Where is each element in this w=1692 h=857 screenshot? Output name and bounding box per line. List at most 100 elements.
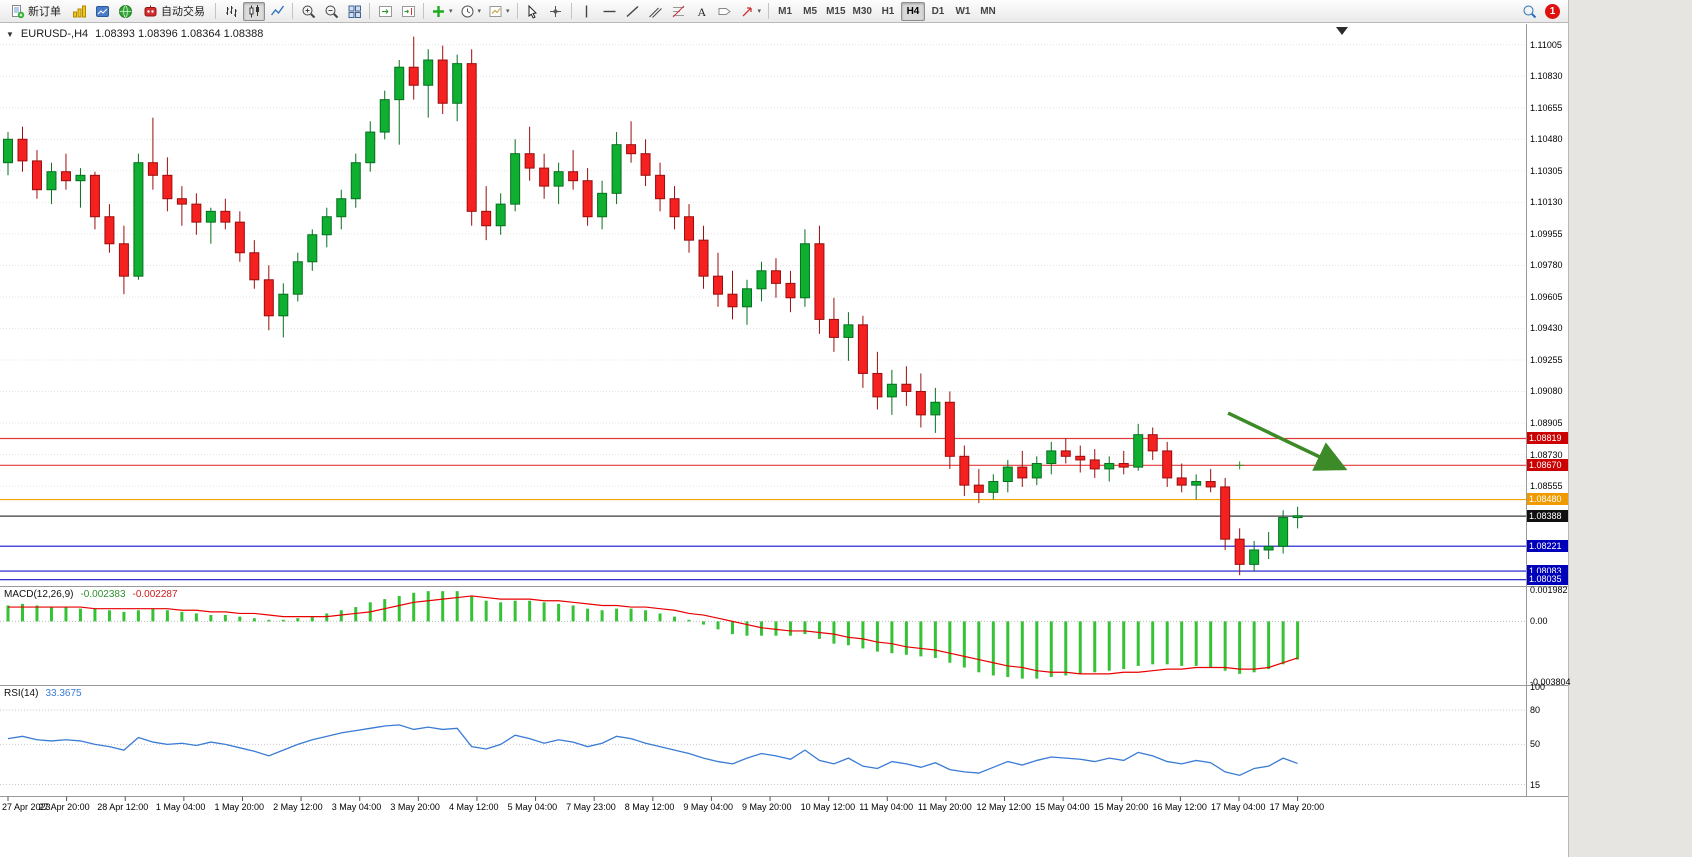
toolbar-separator <box>215 3 216 19</box>
timeframe-h4-button[interactable]: H4 <box>900 1 925 21</box>
time-axis-label: 11 May 04:00 <box>859 802 914 812</box>
new-order-label: 新订单 <box>28 6 61 18</box>
time-axis-label: 4 May 12:00 <box>448 802 499 812</box>
text-icon: A <box>698 5 707 19</box>
indicators-button[interactable]: ▾ <box>428 2 456 21</box>
macd-signal-line <box>8 595 1298 675</box>
price-axis-label: 1.08905 <box>1530 417 1563 428</box>
cursor-button[interactable] <box>522 2 544 21</box>
toolbar-separator <box>369 3 370 19</box>
price-grid <box>0 44 1526 487</box>
arrows-tool-button[interactable]: ▾ <box>737 2 765 21</box>
time-axis-label: 17 May 04:00 <box>1210 802 1266 812</box>
tile-windows-button[interactable] <box>343 2 365 21</box>
auto-scroll-button[interactable] <box>374 2 396 21</box>
line-chart-mode-button[interactable] <box>266 2 288 21</box>
one-click-trading-toggle[interactable]: ▼ <box>6 29 14 39</box>
price-axis-label: 1.10830 <box>1530 71 1563 82</box>
algo-trading-label: 自动交易 <box>161 6 205 18</box>
price-axis-label: 1.09605 <box>1530 291 1563 302</box>
timeframe-d1-button[interactable]: D1 <box>931 5 945 17</box>
timeframe-m30-button[interactable]: M30 <box>852 5 872 17</box>
notification-badge[interactable]: 1 <box>1545 3 1560 19</box>
macd-axis-label: 0.00 <box>1530 616 1548 627</box>
price-badge-resistance-upper: 1.08819 <box>1527 431 1568 444</box>
toolbar-separator <box>423 3 424 19</box>
price-axis-label: 1.09255 <box>1530 354 1563 365</box>
timeframe-m15-button[interactable]: M15 <box>826 5 846 17</box>
timeframe-h1-button[interactable]: H1 <box>881 5 895 17</box>
horizontal-line-tool-button[interactable] <box>599 2 621 21</box>
chart-shift-button[interactable] <box>397 2 419 21</box>
trend-arrow-annotation[interactable] <box>1227 411 1348 471</box>
price-axis-label: 1.08730 <box>1530 449 1563 460</box>
zoom-out-button[interactable] <box>320 2 342 21</box>
macd-axis-label: -0.003804 <box>1530 676 1571 687</box>
new-chart-button[interactable] <box>68 2 90 21</box>
fibonacci-tool-button[interactable] <box>668 2 690 21</box>
templates-dropdown-arrow[interactable]: ▾ <box>506 8 510 15</box>
rsi-axis-label: 100 <box>1530 682 1546 692</box>
desktop-background <box>1568 0 1692 857</box>
time-axis-label: 3 May 20:00 <box>390 802 440 812</box>
time-axis-label: 7 May 23:00 <box>566 802 616 812</box>
indicators-plus-icon <box>433 5 444 17</box>
macd-name: MACD(12,26,9) <box>4 589 74 600</box>
text-tool-button[interactable]: A <box>691 2 713 21</box>
rsi-axis-label: 80 <box>1530 704 1541 715</box>
bar-chart-mode-button[interactable] <box>220 2 242 21</box>
macd-value: -0.002383 <box>80 589 126 600</box>
algo-trading-icon <box>144 5 157 16</box>
periods-button[interactable]: ▾ <box>457 2 485 21</box>
rsi-line <box>7 724 1298 777</box>
new-chart-icon <box>72 5 86 17</box>
timeframe-w1-button[interactable]: W1 <box>955 5 971 17</box>
zoom-out-icon <box>325 5 338 18</box>
fibonacci-icon <box>672 5 685 17</box>
timeframe-m1-button[interactable]: M1 <box>778 5 793 17</box>
price-axis-label: 1.10655 <box>1530 102 1563 113</box>
zoom-in-icon <box>302 5 315 18</box>
arrows-dropdown-arrow[interactable]: ▾ <box>757 8 762 15</box>
market-watch-button[interactable] <box>114 2 136 21</box>
trendline-icon <box>626 5 639 17</box>
crosshair-button[interactable] <box>545 2 567 21</box>
price-axis-label: 1.08555 <box>1530 481 1563 492</box>
timeframe-m5-button[interactable]: M5 <box>803 5 818 17</box>
chart-shift-marker[interactable] <box>1336 27 1348 35</box>
trendline-tool-button[interactable] <box>622 2 644 21</box>
timeframe-mn-button[interactable]: MN <box>980 5 996 17</box>
candle-chart-icon <box>249 4 259 17</box>
periods-dropdown-arrow[interactable]: ▾ <box>477 8 482 15</box>
arrow-anchor-marker <box>1235 461 1244 470</box>
main-toolbar: 新订单 自动交易 <box>0 0 1568 23</box>
price-axis-label: 1.10305 <box>1530 165 1563 176</box>
text-label-icon <box>718 7 731 15</box>
label-tool-button[interactable] <box>714 2 736 21</box>
vertical-line-tool-button[interactable] <box>576 2 598 21</box>
templates-button[interactable]: ▾ <box>485 2 513 21</box>
candle-chart-mode-button[interactable] <box>243 1 265 21</box>
rsi-value: 33.3675 <box>45 688 82 699</box>
toolbar-separator <box>516 3 518 19</box>
zoom-in-button[interactable] <box>297 2 319 21</box>
toolbar-separator <box>292 3 293 19</box>
time-axis-label: 28 Apr 12:00 <box>97 802 149 812</box>
timeframe-group: M1 M5 M15 M30 H1 H4 D1 W1 MN <box>773 1 1000 21</box>
time-axis-label: 3 May 04:00 <box>331 802 382 812</box>
time-axis-label: 1 May 20:00 <box>214 802 264 812</box>
chart-shift-icon <box>401 5 415 17</box>
chart-window: ▼ EURUSD-,H4 1.08393 1.08396 1.08364 1.0… <box>0 24 1571 857</box>
search-button[interactable] <box>1518 2 1540 21</box>
algo-trading-button[interactable]: 自动交易 <box>137 2 211 21</box>
mt4-window: 新订单 自动交易 <box>0 0 1571 857</box>
time-axis-label: 17 May 20:00 <box>1269 802 1325 812</box>
chart-canvas[interactable] <box>0 24 1568 818</box>
profiles-button[interactable] <box>91 2 113 21</box>
new-order-button[interactable]: 新订单 <box>4 2 67 21</box>
channel-tool-button[interactable] <box>645 2 667 21</box>
rsi-axis-label: 15 <box>1530 779 1541 790</box>
price-axis-label: 1.09780 <box>1530 260 1563 271</box>
indicators-dropdown-arrow[interactable]: ▾ <box>449 8 453 15</box>
time-axis-label: 1 May 04:00 <box>155 802 206 812</box>
